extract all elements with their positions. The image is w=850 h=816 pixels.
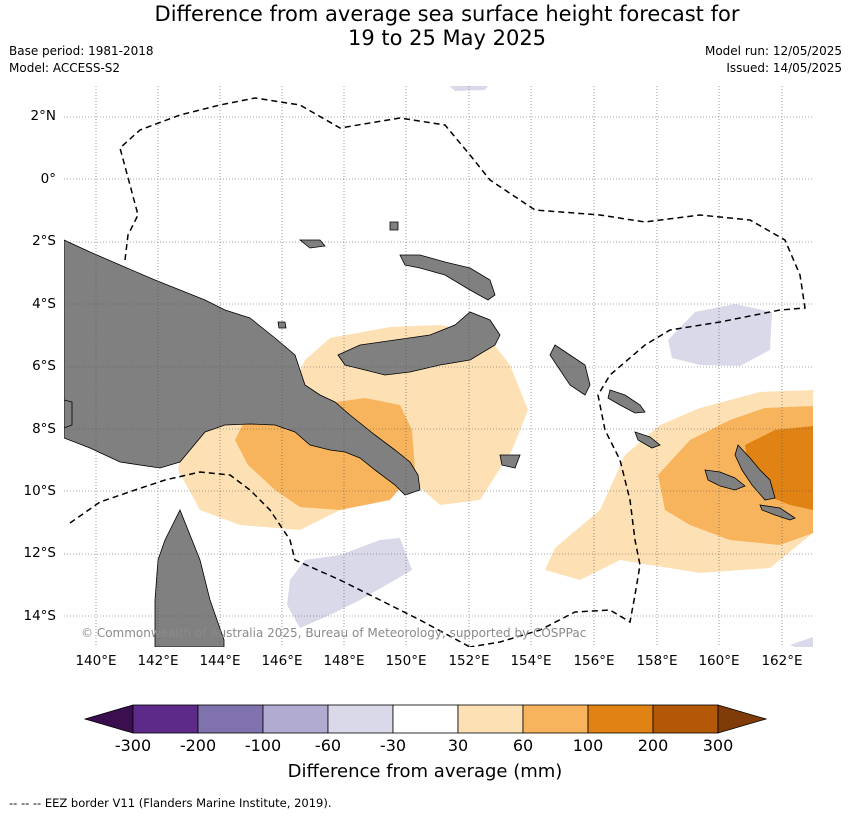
lon-label: 146°E	[261, 653, 303, 669]
lon-label: 140°E	[75, 653, 117, 669]
colorbar	[84, 704, 768, 734]
colorbar-label: Difference from average (mm)	[287, 761, 563, 782]
colorbar-tick: 100	[572, 736, 604, 755]
colorbar-tick: -100	[244, 736, 282, 755]
lat-label: 2°N	[30, 108, 56, 124]
lat-label: 6°S	[32, 358, 56, 374]
graticule	[64, 86, 813, 647]
lon-label: 144°E	[199, 653, 241, 669]
colorbar-segment	[327, 704, 394, 734]
colorbar-high-arrow	[717, 704, 768, 734]
colorbar-tick: 300	[702, 736, 734, 755]
colorbar-segment	[652, 704, 719, 734]
eez-footnote: -- -- -- EEZ border V11 (Flanders Marine…	[9, 796, 332, 810]
colorbar-segment	[262, 704, 329, 734]
colorbar-tick: -30	[379, 736, 407, 755]
colorbar-segment	[132, 704, 199, 734]
model-run-text: Model run: 12/05/2025	[704, 44, 842, 58]
colorbar-tick: 30	[447, 736, 469, 755]
land	[64, 221, 796, 647]
lon-label: 152°E	[448, 653, 490, 669]
lat-label: 2°S	[32, 233, 56, 249]
lat-label: 8°S	[32, 421, 56, 437]
eez-border	[69, 97, 806, 647]
lon-label: 160°E	[698, 653, 740, 669]
colorbar-low-arrow	[84, 704, 134, 734]
colorbar-segment	[457, 704, 524, 734]
base-period-text: Base period: 1981-2018	[9, 44, 154, 58]
colorbar-tick: 200	[637, 736, 669, 755]
lon-label: 162°E	[761, 653, 803, 669]
colorbar-segment	[587, 704, 654, 734]
model-text: Model: ACCESS-S2	[9, 61, 121, 75]
colorbar-tick: -200	[179, 736, 217, 755]
lon-label: 156°E	[573, 653, 615, 669]
lat-label: 0°	[40, 171, 56, 187]
sea-height-map: © Commonwealth of Australia 2025, Bureau…	[64, 86, 813, 647]
colorbar-tick: -300	[114, 736, 152, 755]
lon-label: 148°E	[323, 653, 365, 669]
colorbar-segment	[197, 704, 264, 734]
lon-label: 142°E	[137, 653, 179, 669]
issued-text: Issued: 14/05/2025	[726, 61, 842, 75]
colorbar-tick: -60	[314, 736, 342, 755]
lat-label: 4°S	[32, 296, 56, 312]
copyright-text: © Commonwealth of Australia 2025, Bureau…	[81, 626, 586, 640]
lon-label: 158°E	[636, 653, 678, 669]
colorbar-tick: 60	[512, 736, 534, 755]
lat-label: 10°S	[23, 483, 57, 499]
lat-label: 14°S	[23, 608, 57, 624]
meta-right: Model run: 12/05/2025 Issued: 14/05/2025	[705, 43, 842, 77]
title-line-1: Difference from average sea surface heig…	[154, 2, 740, 26]
lon-label: 154°E	[510, 653, 552, 669]
colorbar-segment	[522, 704, 589, 734]
lon-label: 150°E	[385, 653, 427, 669]
lat-label: 12°S	[23, 545, 57, 561]
colorbar-segment	[392, 704, 459, 734]
meta-left: Base period: 1981-2018 Model: ACCESS-S2	[9, 43, 154, 77]
map-title: Difference from average sea surface heig…	[0, 2, 850, 50]
title-line-2: 19 to 25 May 2025	[347, 26, 547, 50]
